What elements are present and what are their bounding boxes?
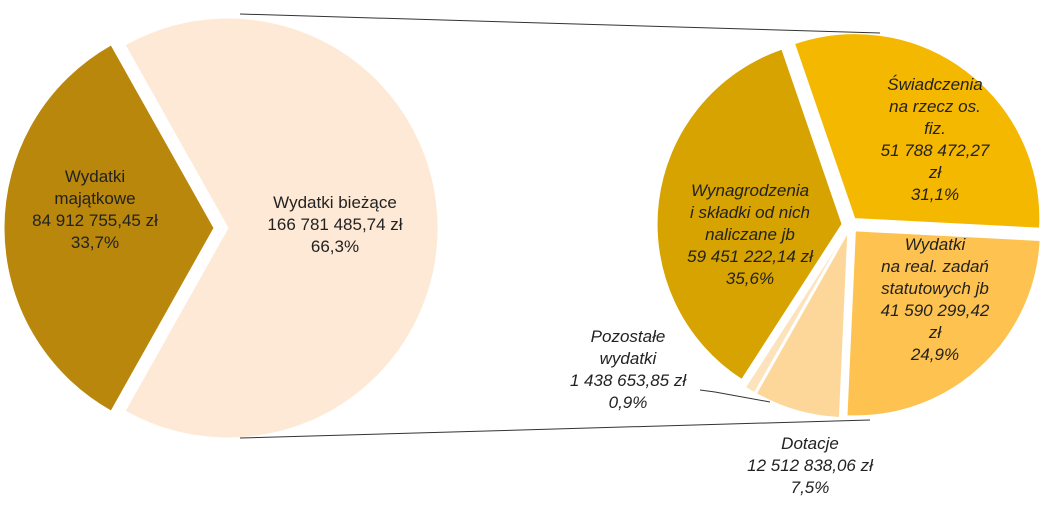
slice-label: Wydatki na real. zadań statutowych jb 41 …	[878, 234, 992, 366]
slice-label: Dotacje 12 512 838,06 zł 7,5%	[747, 433, 873, 499]
slice-amount: 166 781 485,74 zł	[267, 215, 403, 234]
slice-amount: 59 451 222,14 zł	[687, 247, 813, 266]
slice-percent: 33,7%	[70, 233, 120, 252]
connector-line	[239, 419, 871, 439]
pie-slice	[755, 232, 849, 419]
slice-name: Wydatki majątkowe	[54, 167, 136, 208]
slice-name: Dotacje	[781, 434, 839, 453]
leader-line	[699, 389, 771, 403]
slice-amount: 51 788 472,27 zł	[880, 141, 990, 182]
pie-slice	[744, 231, 847, 394]
slice-amount: 41 590 299,42 zł	[880, 301, 990, 342]
slice-label: Pozostałe wydatki 1 438 653,85 zł 0,9%	[570, 326, 686, 414]
slice-name: Wydatki na real. zadań statutowych jb	[881, 235, 989, 298]
pie-slice	[656, 48, 843, 381]
slice-percent: 31,1%	[910, 185, 960, 204]
slice-name: Wydatki bieżące	[273, 193, 397, 212]
slice-label: Wynagrodzenia i składki od nich naliczan…	[687, 180, 813, 290]
slice-name: Świadczenia na rzecz os. fiz.	[887, 75, 983, 138]
pie-slice	[3, 44, 215, 412]
slice-percent: 66,3%	[310, 237, 360, 256]
slice-label: Wydatki majątkowe 84 912 755,45 zł 33,7%	[32, 166, 158, 254]
slice-amount: 1 438 653,85 zł	[569, 371, 687, 390]
pie-slice	[124, 17, 439, 439]
pie-slice	[793, 33, 1041, 229]
slice-percent: 7,5%	[790, 478, 830, 497]
slice-name: Pozostałe wydatki	[590, 327, 666, 368]
slice-percent: 35,6%	[725, 269, 775, 288]
slice-label: Świadczenia na rzecz os. fiz. 51 788 472,…	[878, 74, 992, 206]
connector-line	[239, 13, 881, 34]
pie-slice	[846, 230, 1041, 417]
slice-amount: 12 512 838,06 zł	[747, 456, 873, 475]
slice-label: Wydatki bieżące 166 781 485,74 zł 66,3%	[267, 192, 402, 258]
slice-percent: 24,9%	[910, 345, 960, 364]
slice-percent: 0,9%	[608, 393, 648, 412]
slice-name: Wynagrodzenia i składki od nich naliczan…	[689, 181, 810, 244]
slice-amount: 84 912 755,45 zł	[32, 211, 158, 230]
